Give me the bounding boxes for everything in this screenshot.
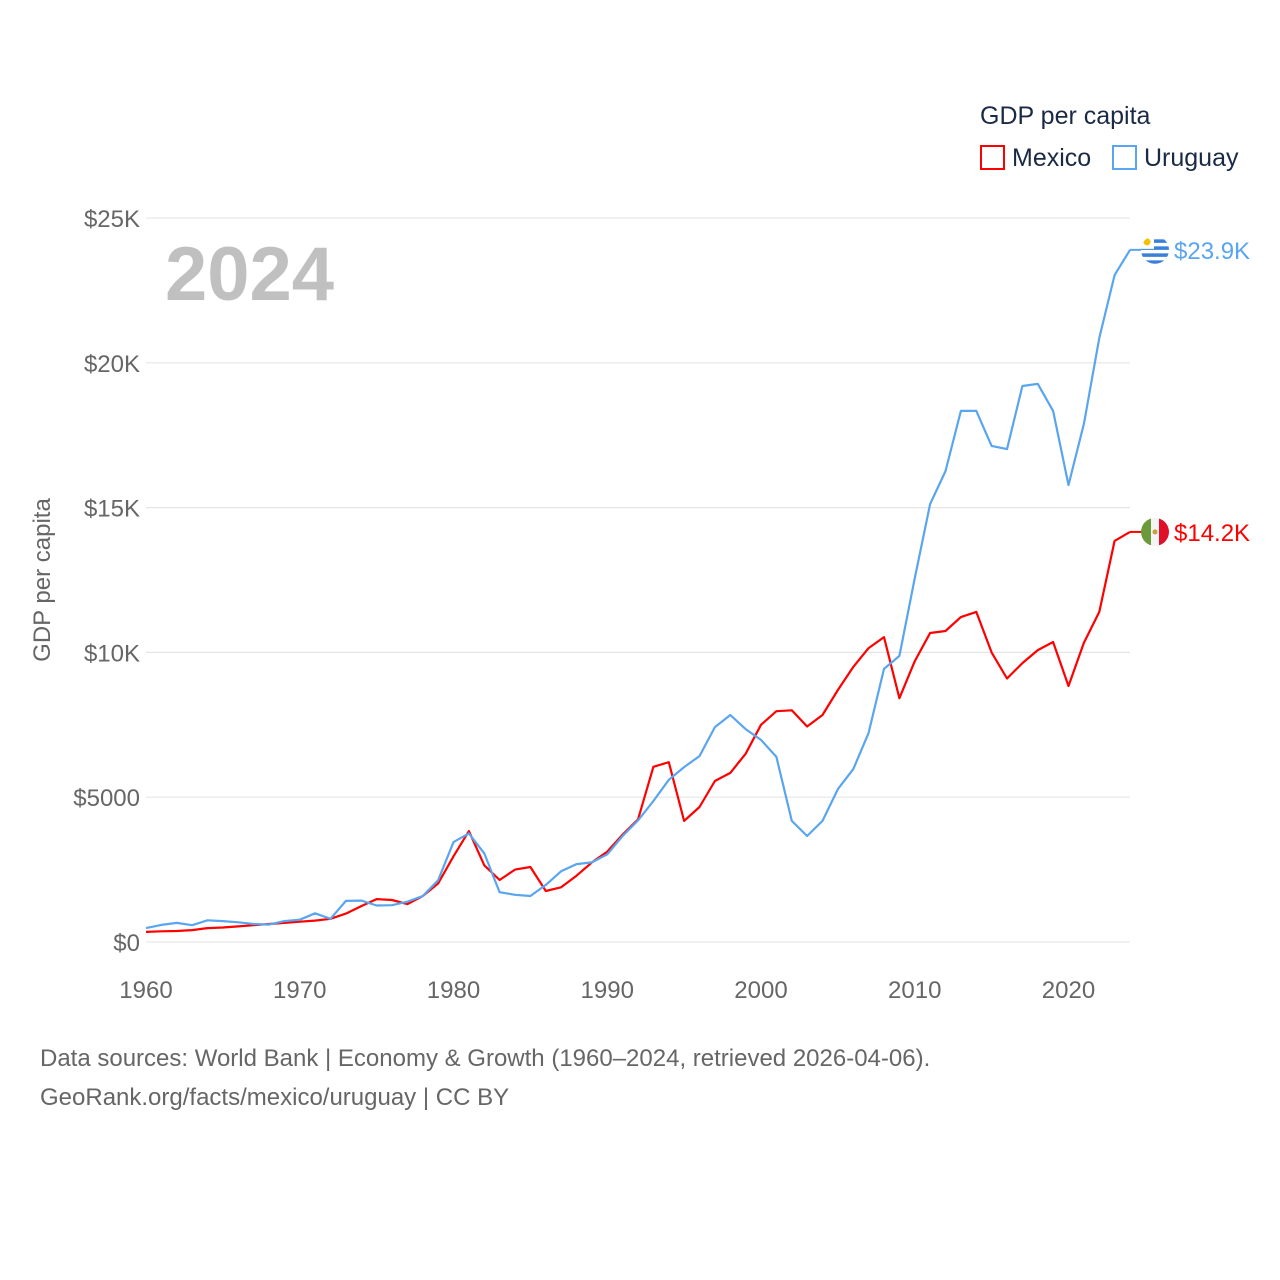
x-tick-label: 2010: [888, 977, 941, 1004]
x-tick-label: 1970: [273, 977, 326, 1004]
legend-swatch: [980, 145, 1005, 170]
legend-label: Mexico: [1012, 144, 1091, 172]
x-tick-label: 1960: [119, 977, 172, 1004]
series-line-uruguay: [145, 249, 1131, 930]
legend-label: Uruguay: [1144, 144, 1239, 172]
y-axis-ticks: $0 $5000 $10K $15K $20K $25K: [73, 206, 140, 957]
end-label-mexico: $14.2K: [1174, 520, 1250, 547]
x-tick-label: 2000: [734, 977, 787, 1004]
legend-item-uruguay: Uruguay: [1112, 144, 1239, 172]
y-tick-label: $5000: [73, 785, 140, 812]
y-tick-label: $10K: [84, 640, 140, 667]
x-tick-label: 1980: [427, 977, 480, 1004]
uruguay-flag-icon: [1141, 235, 1169, 264]
legend: Mexico Uruguay: [980, 144, 1239, 172]
gridlines: [146, 217, 1130, 943]
y-tick-label: $25K: [84, 206, 140, 233]
footer-sources: Data sources: World Bank | Economy & Gro…: [40, 1045, 931, 1072]
year-label: 2024: [165, 232, 334, 317]
mexico-flag-icon: [1141, 517, 1169, 546]
y-tick-label: $20K: [84, 351, 140, 378]
x-tick-label: 2020: [1042, 977, 1095, 1004]
legend-title: GDP per capita: [980, 102, 1151, 130]
end-label-uruguay: $23.9K: [1174, 238, 1250, 265]
y-tick-label: $0: [113, 930, 140, 957]
legend-swatch: [1112, 145, 1137, 170]
line-chart: $0 $5000 $10K $15K $20K $25K 1960 1970 1980 1990…: [29, 102, 1250, 1004]
series-line-mexico: [145, 530, 1131, 933]
y-axis-label: GDP per capita: [29, 498, 56, 662]
y-tick-label: $15K: [84, 496, 140, 523]
series-lines: [145, 249, 1131, 933]
x-tick-label: 1990: [581, 977, 634, 1004]
footer-link[interactable]: GeoRank.org/facts/mexico/uruguay | CC BY: [40, 1084, 510, 1111]
legend-item-mexico: Mexico: [980, 144, 1091, 172]
x-axis-ticks: 1960 1970 1980 1990 2000 2010 2020: [119, 977, 1095, 1004]
end-labels: $14.2K $23.9K: [1130, 235, 1250, 547]
